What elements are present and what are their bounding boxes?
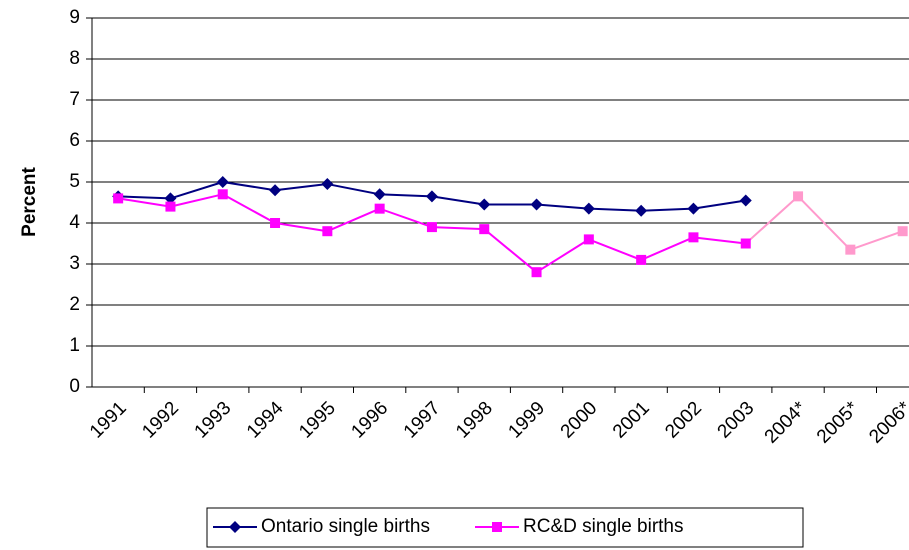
- y-tick-label: 0: [69, 376, 80, 397]
- data-point: [426, 222, 437, 233]
- x-tick-label: 1995: [295, 398, 340, 443]
- x-tick-label: 1994: [243, 397, 288, 442]
- line-segment: [274, 183, 328, 192]
- y-tick-label: 5: [69, 171, 80, 192]
- x-tick-label: 1998: [452, 398, 497, 443]
- data-point: [793, 191, 804, 202]
- data-point: [217, 189, 228, 200]
- line-segment: [588, 207, 642, 212]
- line-segment: [170, 181, 224, 200]
- x-tick-label: 2003: [714, 398, 759, 443]
- line-segment: [536, 238, 590, 274]
- data-point: [635, 204, 648, 217]
- data-point: [582, 202, 595, 215]
- line-segment: [850, 230, 903, 251]
- line-segment: [641, 207, 694, 212]
- data-point: [897, 226, 908, 237]
- x-tick-label: 1997: [400, 398, 445, 443]
- x-tick-label: 1993: [191, 398, 236, 443]
- legend-marker: [492, 522, 502, 532]
- data-point: [636, 254, 647, 265]
- line-segment: [431, 226, 485, 231]
- y-axis-label: Percent: [19, 166, 40, 236]
- y-tick-label: 7: [69, 89, 80, 110]
- x-tick-label: 1992: [138, 398, 183, 443]
- line-segment: [693, 199, 746, 210]
- y-tick-label: 4: [69, 212, 80, 233]
- line-segment: [640, 236, 694, 261]
- data-point: [687, 202, 700, 215]
- data-point: [530, 198, 543, 211]
- line-segment: [222, 193, 276, 224]
- data-point: [321, 178, 334, 191]
- line-segment: [745, 195, 799, 245]
- data-point: [583, 234, 594, 245]
- data-point: [113, 193, 124, 204]
- data-point: [322, 226, 333, 237]
- legend-marker: [229, 521, 241, 533]
- y-tick-label: 2: [69, 294, 80, 315]
- data-point: [531, 267, 542, 278]
- line-segment: [431, 195, 485, 206]
- x-tick-label: 2000: [557, 398, 602, 443]
- x-tick-label: 2005*: [813, 397, 863, 447]
- data-point: [425, 190, 438, 203]
- x-tick-label: 2004*: [761, 397, 811, 447]
- y-tick-label: 8: [69, 48, 80, 69]
- x-tick-label: 2006*: [865, 397, 909, 447]
- data-point: [216, 176, 229, 188]
- legend-label: RC&D single births: [523, 516, 684, 537]
- data-point: [688, 232, 699, 243]
- data-point: [374, 203, 385, 214]
- y-tick-label: 6: [69, 130, 80, 151]
- line-segment: [326, 207, 381, 233]
- data-point: [740, 238, 751, 249]
- line-segment: [379, 193, 432, 198]
- line-segment: [222, 181, 276, 192]
- line-segment: [327, 183, 380, 196]
- line-segment: [588, 238, 642, 261]
- data-point: [269, 184, 282, 197]
- legend-label: Ontario single births: [261, 516, 430, 537]
- y-tick-label: 3: [69, 253, 80, 274]
- x-tick-label: 1999: [504, 398, 549, 443]
- x-tick-label: 2002: [661, 398, 706, 443]
- line-segment: [379, 207, 433, 229]
- y-tick-label: 9: [69, 7, 80, 28]
- data-point: [165, 201, 176, 212]
- data-point: [739, 194, 752, 207]
- line-segment: [274, 222, 328, 233]
- data-point: [479, 224, 490, 235]
- x-tick-label: 2001: [609, 398, 654, 443]
- y-tick-label: 1: [69, 335, 80, 356]
- line-segment: [118, 195, 171, 200]
- data-point: [373, 188, 386, 201]
- data-point: [845, 244, 856, 255]
- x-tick-label: 1996: [347, 398, 392, 443]
- line-segment: [117, 197, 171, 208]
- x-tick-label: 1991: [86, 398, 131, 443]
- data-point: [478, 198, 491, 211]
- line-segment: [536, 203, 589, 210]
- data-point: [270, 218, 281, 228]
- data-point: [164, 192, 177, 205]
- line-segment: [797, 195, 852, 251]
- line-segment: [483, 228, 538, 273]
- line-segment: [693, 236, 746, 245]
- line-segment: [170, 193, 223, 208]
